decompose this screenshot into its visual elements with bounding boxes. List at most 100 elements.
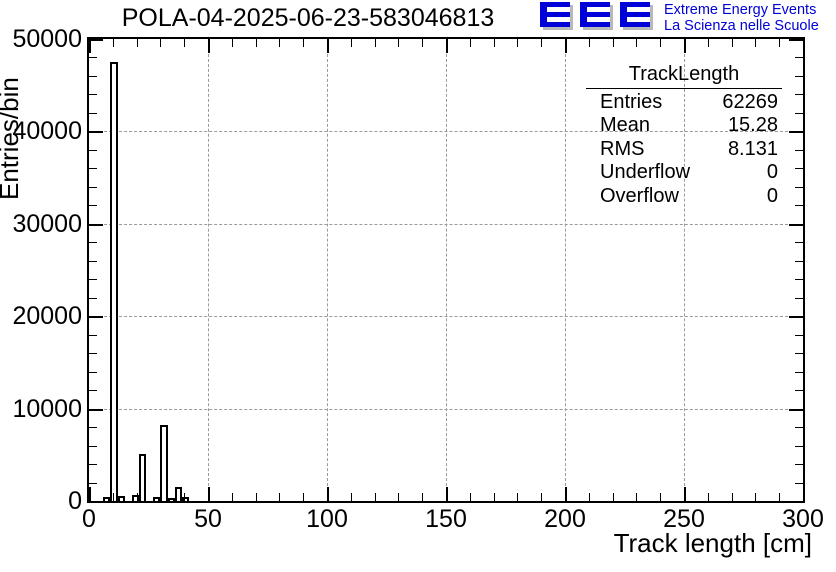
x-axis-tick-top (612, 39, 614, 47)
x-axis-tick (446, 487, 448, 501)
x-axis-tick-top (755, 39, 757, 47)
y-axis-tick (89, 149, 97, 151)
x-axis-tick-label: 250 (663, 505, 705, 533)
y-axis-tick (89, 482, 97, 484)
x-axis-tick-top (588, 39, 590, 47)
page-title: POLA-04-2025-06-23-583046813 (121, 4, 495, 32)
x-axis-tick-top (517, 39, 519, 47)
stats-title: TrackLength (628, 63, 740, 85)
y-axis-tick-right (795, 334, 803, 336)
x-axis-tick (374, 493, 376, 501)
stats-row-value: 15.28 (727, 114, 778, 136)
y-axis-tick-right (795, 242, 803, 244)
y-axis-tick (89, 464, 97, 466)
y-axis-tick-label: 50000 (12, 25, 82, 53)
x-axis-tick-top (89, 39, 91, 53)
x-axis-tick (541, 493, 543, 501)
y-axis-tick-right (795, 149, 803, 151)
y-axis-tick-label: 0 (68, 487, 82, 515)
x-gridline (446, 39, 447, 501)
y-axis-tick-right (795, 390, 803, 392)
stats-row: RMS 8.131 (586, 138, 782, 162)
histogram-bar (110, 62, 118, 501)
x-axis-tick (303, 493, 305, 501)
y-gridline (89, 316, 803, 318)
x-axis-tick (636, 493, 638, 501)
x-axis-tick-label: 0 (82, 505, 96, 533)
x-axis-tick (89, 487, 91, 501)
histogram-bar (153, 497, 161, 501)
x-axis-tick (112, 493, 114, 501)
stats-rows: Entries 62269 Mean 15.28 RMS 8.131 Underflow 0 O… (586, 91, 782, 209)
x-axis-tick (731, 493, 733, 501)
x-gridline (327, 39, 328, 501)
x-axis-tick (660, 493, 662, 501)
y-axis-tick (89, 75, 97, 77)
stats-row-key: Entries (600, 90, 663, 113)
x-axis-tick (184, 493, 186, 501)
x-axis-tick-top (112, 39, 114, 47)
histogram-plot-area (89, 39, 803, 501)
x-axis-title: Track length [cm] (613, 528, 812, 558)
x-axis-tick (279, 493, 281, 501)
x-axis-tick-top (327, 39, 329, 53)
x-axis-tick (707, 493, 709, 501)
x-axis-tick-top (660, 39, 662, 47)
y-axis-tick-right (795, 75, 803, 77)
y-axis-tick (89, 297, 97, 299)
y-axis-tick (89, 57, 97, 59)
histogram-bar (103, 497, 111, 501)
x-axis-tick (684, 487, 686, 501)
eee-logo-line1: Extreme Energy Events (664, 2, 817, 18)
x-axis-tick (779, 493, 781, 501)
y-axis-tick-right (789, 316, 803, 319)
plot-frame (87, 37, 805, 503)
x-axis-tick (422, 493, 424, 501)
x-axis-tick-top (779, 39, 781, 47)
x-axis-tick (255, 493, 257, 501)
x-axis-tick (398, 493, 400, 501)
x-axis-tick-label: 150 (425, 505, 467, 533)
x-axis-tick-label: 100 (306, 505, 348, 533)
y-axis-tick-right (795, 186, 803, 188)
y-axis-tick-right (795, 205, 803, 207)
eee-logo-line2: La Scienza nelle Scuole (664, 18, 819, 34)
y-gridline (89, 223, 803, 225)
stats-row-key: Mean (600, 114, 651, 136)
y-axis-tick (89, 371, 97, 373)
x-axis-tick-top (184, 39, 186, 47)
x-axis-tick-top (398, 39, 400, 47)
stats-row-key: RMS (600, 137, 645, 160)
y-axis-tick (89, 334, 97, 336)
stats-row: Overflow 0 (586, 185, 782, 209)
x-axis-tick (350, 493, 352, 501)
x-axis-tick (612, 493, 614, 501)
x-axis-tick-label: 50 (194, 505, 222, 533)
y-axis-tick (89, 427, 97, 429)
y-axis-tick-right (795, 464, 803, 466)
x-axis-tick-top (208, 39, 210, 53)
y-axis-tick (89, 316, 103, 319)
y-axis-tick-right (795, 427, 803, 429)
y-axis-tick-right (795, 112, 803, 114)
x-axis-tick-top (731, 39, 733, 47)
x-axis-tick (493, 493, 495, 501)
stats-row-value: 8.131 (727, 137, 778, 160)
x-axis-tick-top (469, 39, 471, 47)
y-axis-tick-right (789, 131, 803, 134)
x-axis-tick-top (684, 39, 686, 53)
stats-row: Entries 62269 (586, 91, 782, 115)
x-axis-tick (565, 487, 567, 501)
x-axis-tick-top (707, 39, 709, 47)
y-axis-tick-right (795, 353, 803, 355)
x-axis-tick-top (279, 39, 281, 47)
y-axis-tick (89, 186, 97, 188)
x-axis-tick-label: 200 (544, 505, 586, 533)
y-axis-tick (89, 168, 97, 170)
x-axis-tick-label: 300 (782, 505, 824, 533)
y-axis-tick-right (795, 297, 803, 299)
histogram-bar (181, 497, 189, 501)
x-axis-tick (208, 487, 210, 501)
x-axis-tick-top (231, 39, 233, 47)
x-axis-tick-top (541, 39, 543, 47)
